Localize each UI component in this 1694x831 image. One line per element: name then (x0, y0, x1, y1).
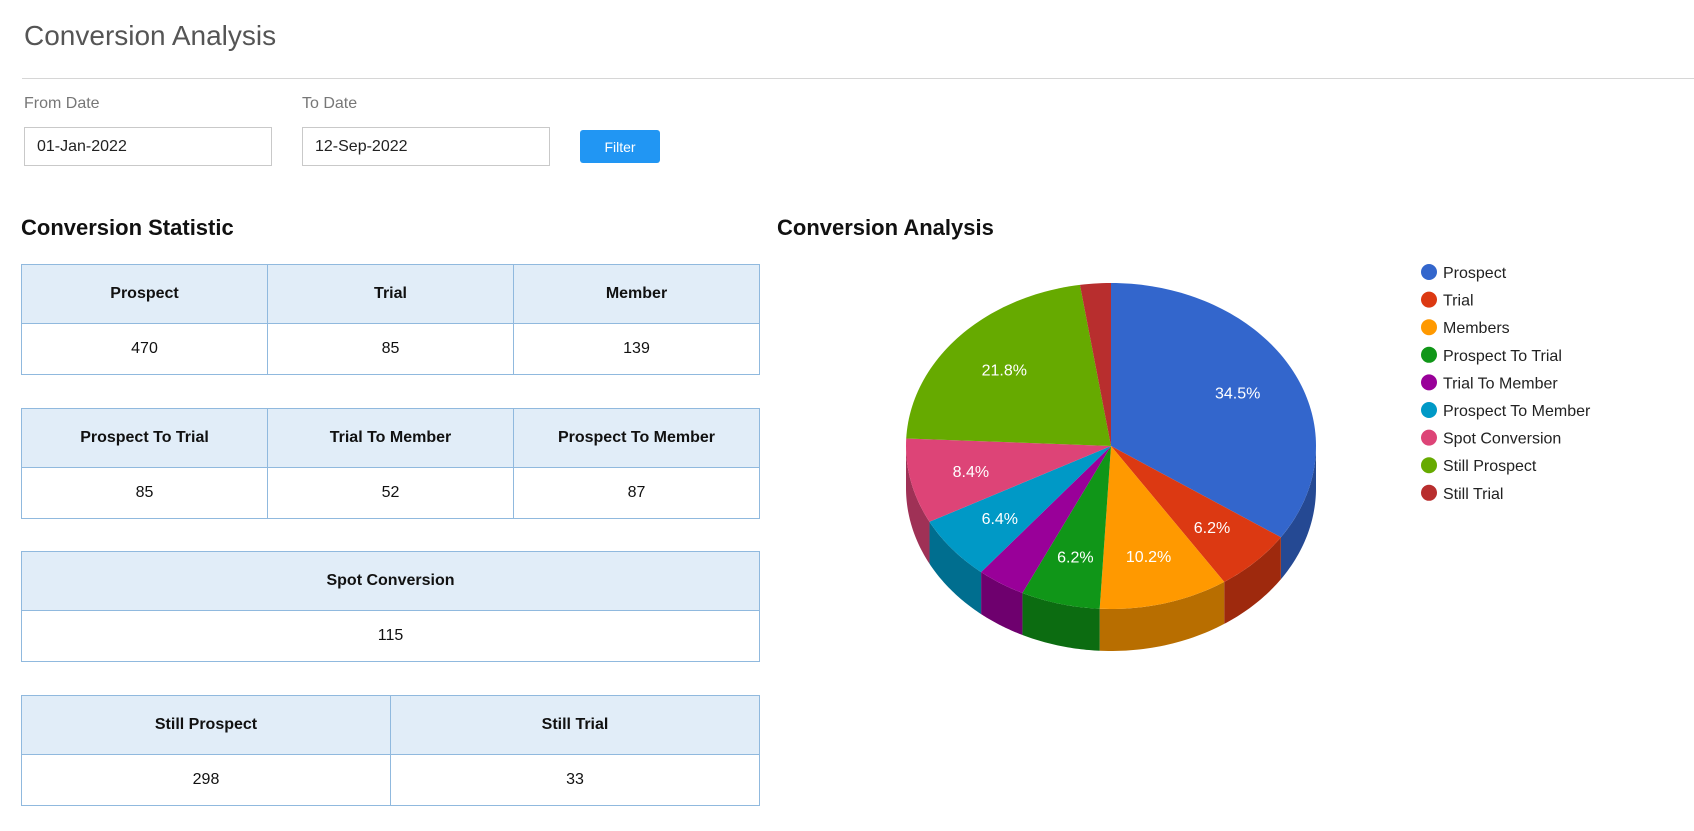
legend-label-prospect-to-trial[interactable]: Prospect To Trial (1443, 348, 1562, 365)
from-date-input[interactable] (24, 127, 272, 166)
value-prospect: 470 (21, 323, 268, 375)
pie-side-prospect-to-member (929, 521, 982, 615)
legend-label-still-trial[interactable]: Still Trial (1443, 486, 1503, 503)
legend-marker-still-prospect[interactable] (1421, 457, 1437, 474)
counts-table: Prospect Trial Member 470 85 139 (21, 264, 760, 375)
conversions-table: Prospect To Trial Trial To Member Prospe… (21, 408, 760, 519)
still-table: Still Prospect Still Trial 298 33 (21, 695, 760, 806)
header-member: Member (513, 264, 760, 324)
conversion-statistic-title: Conversion Statistic (21, 215, 234, 240)
legend-label-prospect-to-member[interactable]: Prospect To Member (1443, 403, 1591, 420)
pie-slice-still-prospect[interactable] (906, 284, 1111, 446)
data-label-spot-conversion: 8.4% (953, 464, 989, 481)
value-trial: 85 (267, 323, 514, 375)
legend-marker-trial-to-member[interactable] (1421, 374, 1437, 391)
legend-marker-spot-conversion[interactable] (1421, 429, 1437, 446)
data-label-prospect-to-trial: 6.2% (1057, 550, 1093, 567)
legend-label-spot-conversion[interactable]: Spot Conversion (1443, 431, 1561, 448)
pie-slice-still-trial[interactable] (1079, 283, 1111, 446)
spot-conversion-table: Spot Conversion 115 (21, 551, 760, 662)
header-trial-to-member: Trial To Member (267, 408, 514, 468)
pie-side-prospect-to-trial (1022, 593, 1100, 651)
legend-marker-prospect-to-trial[interactable] (1421, 346, 1437, 363)
legend-label-trial-to-member[interactable]: Trial To Member (1443, 375, 1558, 392)
pie-side-prospect (1280, 446, 1316, 580)
value-member: 139 (513, 323, 760, 375)
pie-side-trial-to-member (981, 572, 1023, 635)
legend-marker-still-trial[interactable] (1421, 484, 1437, 501)
value-trial-to-member: 52 (267, 467, 514, 519)
header-prospect: Prospect (21, 264, 268, 324)
pie-side-trial (1224, 537, 1281, 624)
data-label-still-prospect: 21.8% (982, 363, 1027, 380)
header-prospect-to-trial: Prospect To Trial (21, 408, 268, 468)
pie-side-members (1099, 581, 1225, 651)
header-still-prospect: Still Prospect (21, 695, 391, 755)
legend-label-members[interactable]: Members (1443, 320, 1510, 337)
value-still-prospect: 298 (21, 754, 391, 806)
data-label-prospect-to-member: 6.4% (982, 511, 1018, 528)
pie-slice-prospect[interactable] (1111, 283, 1316, 538)
value-spot-conversion: 115 (21, 610, 760, 662)
pie-slice-prospect-to-member[interactable] (929, 446, 1111, 573)
header-trial: Trial (267, 264, 514, 324)
pie-slice-prospect-to-trial[interactable] (1022, 446, 1111, 609)
title-divider (22, 78, 1694, 79)
data-label-members: 10.2% (1126, 549, 1171, 566)
legend-label-still-prospect[interactable]: Still Prospect (1443, 458, 1537, 475)
legend-marker-members[interactable] (1421, 319, 1437, 336)
legend-label-prospect[interactable]: Prospect (1443, 265, 1507, 282)
legend-marker-prospect-to-member[interactable] (1421, 402, 1437, 418)
value-prospect-to-trial: 85 (21, 467, 268, 519)
header-still-trial: Still Trial (390, 695, 760, 755)
pie-side-spot-conversion (906, 446, 930, 564)
pie-slice-trial[interactable] (1111, 446, 1281, 582)
header-prospect-to-member: Prospect To Member (513, 408, 760, 468)
pie-slice-spot-conversion[interactable] (906, 438, 1111, 522)
legend-marker-prospect[interactable] (1421, 264, 1437, 280)
filter-button[interactable]: Filter (580, 130, 660, 163)
data-label-trial: 6.2% (1194, 520, 1230, 537)
data-label-prospect: 34.5% (1215, 386, 1260, 403)
legend-marker-trial[interactable] (1421, 291, 1437, 308)
value-prospect-to-member: 87 (513, 467, 760, 519)
legend-label-trial[interactable]: Trial (1443, 293, 1474, 310)
to-date-label: To Date (302, 95, 358, 112)
page-title: Conversion Analysis (24, 20, 277, 51)
pie-slice-members[interactable] (1099, 446, 1225, 609)
pie-slice-trial-to-member[interactable] (981, 446, 1111, 593)
to-date-input[interactable] (302, 127, 550, 166)
chart-title: Conversion Analysis (777, 215, 994, 240)
value-still-trial: 33 (390, 754, 760, 806)
from-date-label: From Date (24, 95, 100, 112)
